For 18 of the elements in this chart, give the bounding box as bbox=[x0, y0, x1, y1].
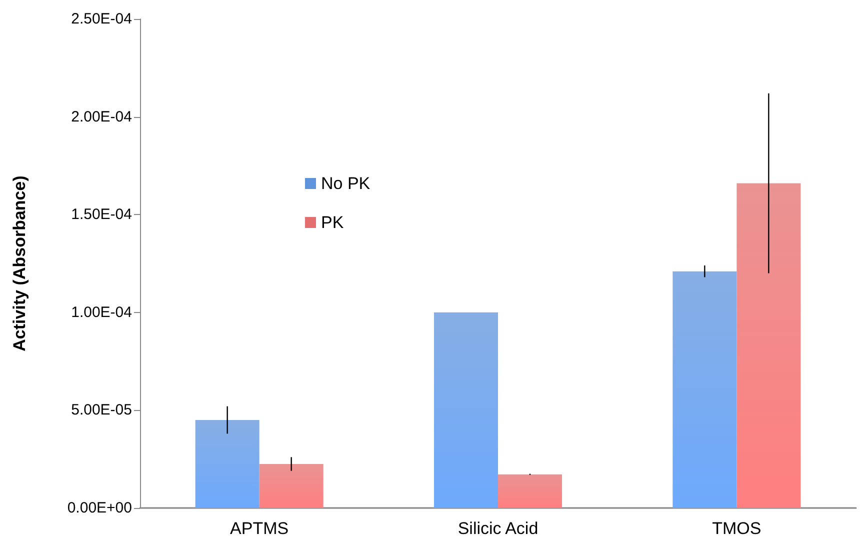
x-tick-label: APTMS bbox=[230, 519, 289, 538]
y-tick-label: 5.00E-05 bbox=[71, 402, 132, 419]
x-tick-label: TMOS bbox=[712, 519, 762, 538]
x-tick-label: Silicic Acid bbox=[458, 519, 538, 538]
bar bbox=[259, 464, 324, 508]
y-tick-label: 2.50E-04 bbox=[71, 10, 132, 28]
y-tick-label: 0.00E+00 bbox=[67, 500, 132, 516]
y-axis-title: Activity (Absorbance) bbox=[10, 176, 29, 352]
bar bbox=[736, 183, 801, 508]
bar bbox=[672, 271, 737, 508]
y-tick-label: 1.50E-04 bbox=[71, 206, 132, 224]
bar bbox=[498, 474, 562, 508]
legend-label: PK bbox=[321, 213, 344, 232]
legend-label: No PK bbox=[321, 174, 371, 193]
bar bbox=[434, 312, 498, 508]
y-tick-label: 2.00E-04 bbox=[71, 108, 132, 126]
y-tick-label: 1.00E-04 bbox=[71, 304, 132, 321]
bar bbox=[195, 420, 260, 508]
